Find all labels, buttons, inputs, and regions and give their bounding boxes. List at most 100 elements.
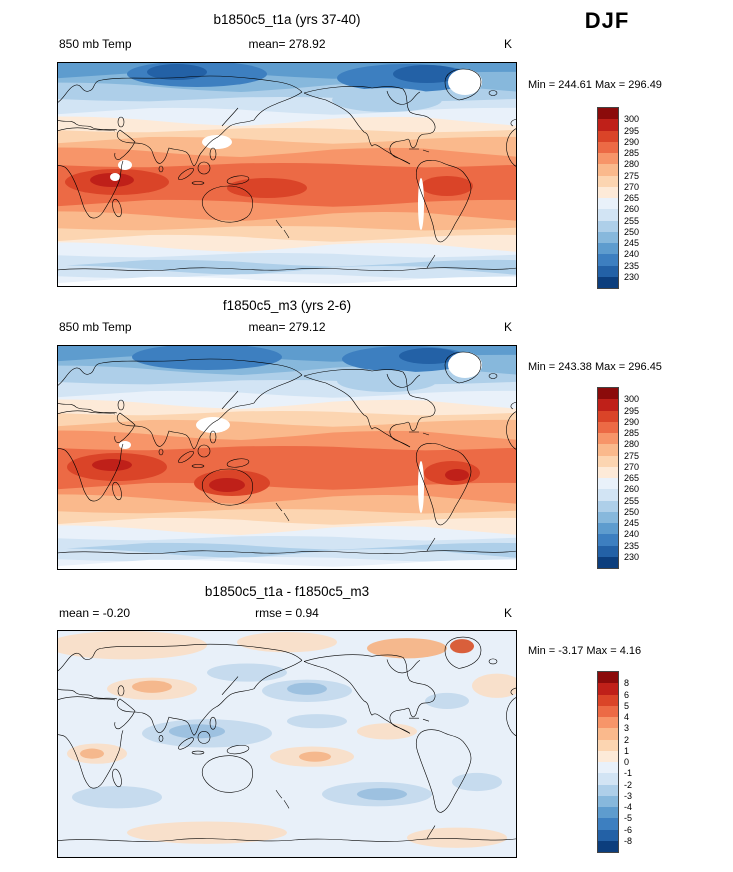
colorbar-box	[598, 694, 618, 706]
panel-3-minmax-label: Min = -3.17 Max = 4.16	[528, 645, 642, 657]
panel-1-map	[57, 62, 517, 287]
colorbar-tick-label: 235	[624, 540, 640, 551]
colorbar-box	[598, 534, 618, 546]
colorbar-box	[598, 523, 618, 535]
colorbar-box	[598, 164, 618, 176]
colorbar-box	[598, 388, 618, 400]
panel-2-mean-label: mean= 279.12	[248, 320, 326, 334]
colorbar-tick-label: 270	[624, 181, 640, 192]
colorbar-tick-label: 250	[624, 226, 640, 237]
season-label: DJF	[584, 8, 630, 33]
panel-2-units-label: K	[503, 320, 512, 334]
colorbar-tick-label: 250	[624, 506, 640, 517]
colorbar-box	[598, 739, 618, 751]
colorbar-tick-label: 265	[624, 473, 640, 483]
colorbar-box	[598, 209, 618, 221]
panel-3-stats: mean = -0.20 rmse = 0.94 K	[57, 606, 517, 620]
colorbar-tick-label: 255	[624, 215, 640, 226]
colorbar-tick-label: 285	[624, 428, 640, 438]
colorbar-box	[598, 265, 618, 277]
colorbar-box	[598, 399, 618, 411]
colorbar-box	[598, 795, 618, 807]
colorbar-tick-label: 295	[624, 405, 640, 416]
colorbar-tick-label: 280	[624, 159, 640, 170]
panel-1-title: b1850c5_t1a (yrs 37-40)	[213, 12, 361, 27]
colorbar-tick-label: 270	[624, 461, 640, 472]
panel-1-colorbar: 300 295 290 285 280 275 270 265 260 255 250 245 240 2…	[597, 107, 670, 294]
colorbar-box	[598, 511, 618, 523]
panel-1-map-art	[57, 62, 517, 287]
colorbar-box	[598, 276, 618, 288]
colorbar-box	[598, 672, 618, 684]
colorbar-boxes	[597, 107, 619, 289]
colorbar-tick-label: 2	[624, 734, 630, 745]
colorbar-box	[598, 444, 618, 456]
colorbar-tick-label: 6	[624, 689, 630, 700]
colorbar-box	[598, 762, 618, 774]
colorbar-box	[598, 141, 618, 153]
panel-3-title: b1850c5_t1a - f1850c5_m3	[204, 584, 370, 599]
colorbar-box	[598, 773, 618, 785]
colorbar-box	[598, 829, 618, 841]
colorbar-tick-label: 235	[624, 260, 640, 271]
colorbar-box	[598, 198, 618, 210]
panel-1-field-label: 850 mb Temp	[59, 37, 132, 51]
colorbar-box	[598, 220, 618, 232]
colorbar-tick-label: 245	[624, 518, 640, 528]
colorbar-tick-label: -6	[624, 824, 633, 835]
panel-1-stats: 850 mb Temp mean= 278.92 K	[57, 37, 517, 51]
panel-1-units-label: K	[503, 37, 512, 51]
colorbar-tick-label: 3	[624, 723, 630, 734]
colorbar-tick-label: 290	[624, 136, 640, 147]
colorbar-tick-label: 240	[624, 529, 640, 540]
colorbar-box	[598, 466, 618, 478]
colorbar-tick-label: -5	[624, 813, 633, 824]
colorbar-tick-label: 0	[624, 757, 630, 767]
colorbar-tick-label: 295	[624, 125, 640, 136]
panel-3-colorbar: 8 6 5 4 3 2 1 0 -1 -2 -3 -4 -5 -6 -8	[597, 671, 670, 858]
colorbar-tick-label: 290	[624, 416, 640, 427]
colorbar-tick-label: 280	[624, 439, 640, 450]
panel-2-field-label: 850 mb Temp	[59, 320, 132, 334]
colorbar-box	[598, 108, 618, 120]
panel-2-stats: 850 mb Temp mean= 279.12 K	[57, 320, 517, 334]
colorbar-box	[598, 683, 618, 695]
panel-2-minmax-label: Min = 243.38 Max = 296.45	[528, 361, 662, 373]
panel-3-units-label: K	[503, 606, 512, 620]
colorbar-box	[598, 807, 618, 819]
panel-1-minmax-label: Min = 244.61 Max = 296.49	[528, 79, 662, 91]
colorbar-tick-label: 260	[624, 484, 640, 495]
colorbar-box	[598, 500, 618, 512]
colorbar-tick-label: 1	[624, 745, 630, 756]
colorbar-box	[598, 433, 618, 445]
colorbar-tick-label: 275	[624, 170, 640, 181]
panel-1-mean-label: mean= 278.92	[248, 37, 326, 51]
colorbar-tick-label: 300	[624, 394, 640, 405]
colorbar-box	[598, 421, 618, 433]
colorbar-box	[598, 705, 618, 717]
colorbar-tick-label: 245	[624, 238, 640, 248]
panel-2-colorbar: 300 295 290 285 280 275 270 265 260 255 250 245 240 2…	[597, 387, 670, 574]
panel-2-map-art	[57, 345, 517, 570]
colorbar-box	[598, 231, 618, 243]
colorbar-boxes	[597, 671, 619, 853]
colorbar-box	[598, 130, 618, 142]
colorbar-tick-label: -2	[624, 779, 633, 790]
colorbar-tick-label: 255	[624, 495, 640, 506]
colorbar-tick-label: 275	[624, 450, 640, 461]
colorbar-box	[598, 478, 618, 490]
colorbar-box	[598, 818, 618, 830]
colorbar-box	[598, 243, 618, 255]
colorbar-tick-label: 265	[624, 193, 640, 203]
colorbar-tick-label: 230	[624, 551, 640, 562]
colorbar-box	[598, 186, 618, 198]
colorbar-box	[598, 717, 618, 729]
panel-2-title: f1850c5_m3 (yrs 2-6)	[222, 298, 352, 313]
colorbar-tick-label: 260	[624, 204, 640, 215]
panel-2-map	[57, 345, 517, 570]
panel-3-mean-label: mean = -0.20	[59, 606, 131, 620]
colorbar-box	[598, 410, 618, 422]
colorbar-box	[598, 489, 618, 501]
panel-3-map	[57, 630, 517, 858]
